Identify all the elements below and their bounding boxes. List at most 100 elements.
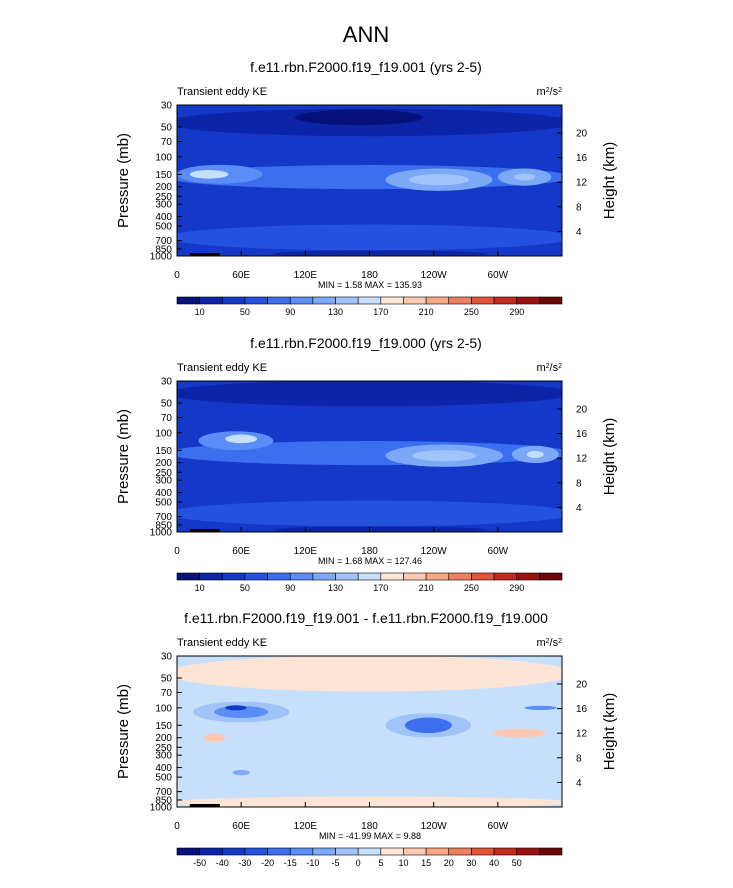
colorbar-tick-label: -15 <box>284 858 297 868</box>
colorbar-tick-label: 210 <box>419 583 434 593</box>
colorbar-tick-label: 90 <box>285 307 295 317</box>
colorbar-tick-label: 10 <box>195 307 205 317</box>
y-tick-label: 300 <box>155 476 172 487</box>
colorbar-tick-label: 170 <box>373 307 388 317</box>
x-tick-label: 60E <box>232 546 250 557</box>
colorbar-swatch <box>176 296 200 305</box>
y-tick-label: 30 <box>161 101 173 112</box>
y-tick-label: 850 <box>155 521 172 532</box>
colorbar-tick-label: 250 <box>464 307 479 317</box>
y2-tick-label: 12 <box>576 729 588 740</box>
colorbar-swatch <box>380 847 404 856</box>
variable-label: Transient eddy KE <box>177 362 267 374</box>
y-tick-label: 400 <box>155 488 172 499</box>
colorbar-tick-label: 250 <box>464 583 479 593</box>
y-tick-label: 500 <box>155 498 172 509</box>
panel-title: f.e11.rbn.F2000.f19_f19.001 (yrs 2-5) <box>250 59 482 75</box>
panel-title: f.e11.rbn.F2000.f19_f19.001 - f.e11.rbn.… <box>184 610 548 626</box>
contour-region-11 <box>513 173 536 181</box>
y2-tick-label: 16 <box>576 704 588 715</box>
colorbar-swatch <box>425 296 450 305</box>
colorbar-swatch <box>267 296 291 305</box>
x-tick-label: 0 <box>174 546 180 557</box>
y-tick-label: 500 <box>155 222 172 233</box>
y-tick-label: 50 <box>161 673 173 684</box>
colorbar-swatch <box>448 572 472 581</box>
min-max-label: MIN = -41.99 MAX = 9.88 <box>319 831 421 841</box>
colorbar-swatch <box>539 847 563 856</box>
contour-region-7 <box>404 717 452 734</box>
contour-region-9 <box>409 174 469 186</box>
x-tick-label: 120E <box>294 546 318 557</box>
y-axis-label: Pressure (mb) <box>115 409 132 504</box>
colorbar-tick-label: 170 <box>373 583 388 593</box>
y-axis-label: Pressure (mb) <box>115 684 132 779</box>
colorbar-swatch <box>516 296 540 305</box>
colorbar-tick-label: -50 <box>193 858 206 868</box>
colorbar-tick-label: 5 <box>378 858 383 868</box>
min-max-label: MIN = 1.58 MAX = 135.93 <box>318 280 422 290</box>
contour-region-11 <box>232 770 250 776</box>
y2-tick-label: 12 <box>576 178 588 189</box>
y-tick-label: 850 <box>155 796 172 807</box>
y-tick-label: 70 <box>161 137 173 148</box>
y2-tick-label: 20 <box>576 404 588 415</box>
colorbar-swatch <box>357 572 382 581</box>
y-tick-label: 200 <box>155 182 172 193</box>
contour-field <box>177 381 562 532</box>
y-tick-label: 150 <box>155 446 172 457</box>
y-tick-label: 150 <box>155 170 172 181</box>
contour-region-10 <box>526 450 544 458</box>
colorbar-tick-label: 10 <box>195 583 205 593</box>
x-tick-label: 180 <box>361 821 378 832</box>
colorbar-tick-label: 40 <box>489 858 499 868</box>
colorbar-swatch <box>493 572 518 581</box>
min-max-label: MIN = 1.68 MAX = 127.46 <box>318 556 422 566</box>
colorbar: 10 50 90 130 170 210 250 290 <box>176 296 563 317</box>
colorbar-swatch <box>199 847 223 856</box>
y2-axis-label: Height (km) <box>601 693 618 771</box>
x-tick-label: 0 <box>174 270 180 281</box>
contour-region-6 <box>225 434 258 444</box>
colorbar-tick-label: 50 <box>240 307 250 317</box>
colorbar-swatch <box>539 296 563 305</box>
x-tick-label: 120E <box>294 270 318 281</box>
colorbar-swatch <box>199 296 223 305</box>
x-tick-label: 60E <box>232 821 250 832</box>
colorbar-swatch <box>244 572 268 581</box>
colorbar-tick-label: -5 <box>332 858 340 868</box>
colorbar-swatch <box>335 847 359 856</box>
y-tick-label: 850 <box>155 245 172 256</box>
y-tick-label: 30 <box>161 652 173 663</box>
colorbar-tick-label: 30 <box>466 858 476 868</box>
y-tick-label: 300 <box>155 200 172 211</box>
y-tick-label: 1000 <box>150 803 173 814</box>
y-tick-label: 100 <box>155 152 172 163</box>
y-tick-label: 100 <box>155 703 172 714</box>
topography-mask <box>189 804 220 807</box>
colorbar: 10 50 90 130 170 210 250 290 <box>176 572 563 593</box>
x-tick-label: 180 <box>361 546 378 557</box>
contour-region-1 <box>177 656 562 692</box>
colorbar-swatch <box>357 296 382 305</box>
contour-field <box>177 656 562 807</box>
contour-region-8 <box>492 728 546 738</box>
colorbar-swatch <box>312 296 336 305</box>
colorbar-swatch <box>176 847 200 856</box>
y-tick-label: 250 <box>155 743 172 754</box>
colorbar-swatch <box>267 847 291 856</box>
x-tick-label: 60E <box>232 270 250 281</box>
y-tick-label: 250 <box>155 192 172 203</box>
contour-region-2 <box>177 500 562 527</box>
colorbar-swatch <box>335 572 359 581</box>
colorbar-tick-label: 10 <box>398 858 408 868</box>
topography-mask <box>189 253 220 256</box>
colorbar-tick-label: 90 <box>285 583 295 593</box>
y-tick-label: 1000 <box>150 252 173 263</box>
colorbar-swatch <box>199 572 223 581</box>
y-tick-label: 50 <box>161 398 173 409</box>
colorbar-swatch <box>289 296 314 305</box>
x-tick-label: 120E <box>294 821 318 832</box>
y-tick-label: 700 <box>155 236 172 247</box>
y-tick-label: 70 <box>161 688 173 699</box>
